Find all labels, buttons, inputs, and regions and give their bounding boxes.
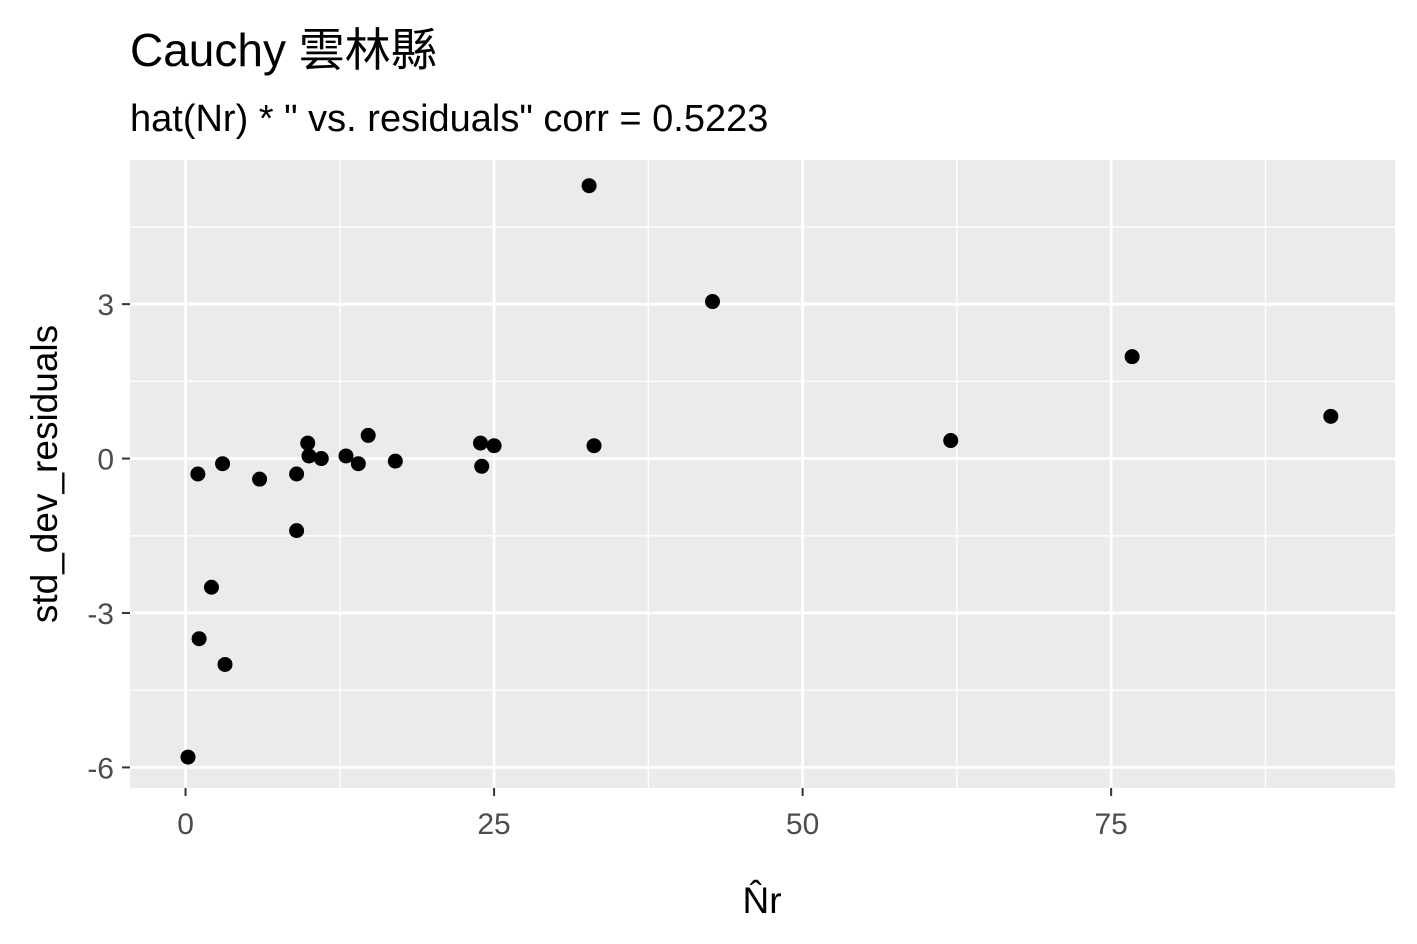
data-point-3 xyxy=(203,579,219,595)
data-point-10 xyxy=(301,448,317,464)
data-point-22 xyxy=(943,433,959,449)
data-point-9 xyxy=(300,435,316,451)
y-tick-label-2: 0 xyxy=(97,444,114,477)
data-point-1 xyxy=(190,466,206,482)
y-tick-label-1: -3 xyxy=(87,598,114,631)
plot-panel xyxy=(130,160,1395,788)
data-point-20 xyxy=(586,438,602,454)
data-points xyxy=(180,178,1339,765)
data-point-5 xyxy=(217,656,233,672)
x-tick-label-1: 25 xyxy=(477,808,510,841)
data-point-13 xyxy=(350,456,366,472)
data-point-17 xyxy=(474,458,490,474)
data-point-6 xyxy=(252,471,268,487)
data-point-14 xyxy=(360,427,376,443)
y-axis-title: std_dev_residuals xyxy=(24,325,65,623)
data-point-0 xyxy=(180,749,196,765)
y-axis: -6 -3 0 3 xyxy=(87,289,130,785)
data-point-23 xyxy=(1124,349,1140,365)
data-point-12 xyxy=(338,448,354,464)
data-point-19 xyxy=(581,178,597,194)
minor-gridlines xyxy=(130,160,1395,788)
data-point-2 xyxy=(191,631,207,647)
chart-subtitle: hat(Nr) * " vs. residuals" corr = 0.5223 xyxy=(130,98,768,140)
major-gridlines xyxy=(130,160,1395,788)
x-tick-label-0: 0 xyxy=(177,808,194,841)
data-point-16 xyxy=(472,435,488,451)
data-point-21 xyxy=(705,294,721,310)
x-tick-label-2: 50 xyxy=(786,808,819,841)
data-point-24 xyxy=(1323,408,1339,424)
y-tick-label-0: -6 xyxy=(87,752,114,785)
x-tick-label-3: 75 xyxy=(1094,808,1127,841)
data-point-8 xyxy=(289,523,305,539)
data-point-11 xyxy=(313,451,329,467)
chart-title: Cauchy 雲林縣 xyxy=(130,24,437,76)
y-tick-label-3: 3 xyxy=(97,289,114,322)
data-point-4 xyxy=(215,456,231,472)
x-axis-title: N̂r xyxy=(742,879,781,921)
data-point-15 xyxy=(387,453,403,469)
data-point-7 xyxy=(289,466,305,482)
data-point-18 xyxy=(486,438,502,454)
x-axis: 0 25 50 75 xyxy=(177,788,1128,841)
